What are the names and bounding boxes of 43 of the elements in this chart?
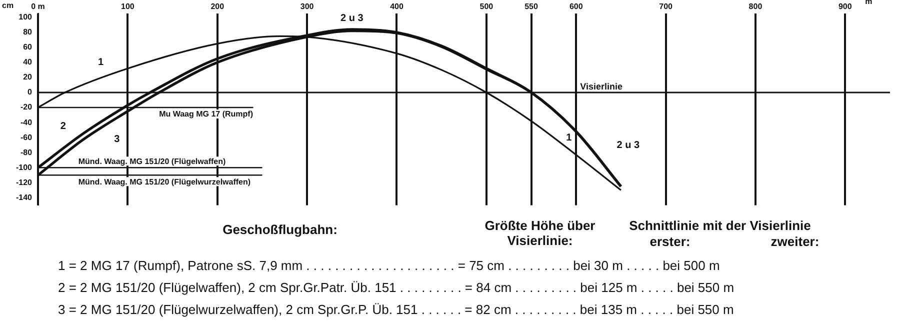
text: erster: [648,234,692,249]
y-tick-label: -40 [20,118,33,127]
text: Größte Höhe über Visierlinie: [484,218,596,248]
text: Schnittlinie mit der Visierlinie [628,218,812,233]
series-label: Mu Waag MG 17 (Rumpf) [159,110,254,119]
x-tick-label: 550 [524,2,538,12]
y-axis-title: cm [2,0,14,10]
x-tick-label: 400 [390,2,404,12]
x-tick-label: 700 [659,2,674,12]
y-tick-label: -140 [16,192,33,202]
x-tick-label: 900 [838,2,852,12]
x-tick-label: 600 [569,2,584,12]
annotation: 2 [60,121,66,132]
y-tick-label: 20 [23,72,33,82]
annotation: 2 u 3 [340,12,364,24]
text: zweiter: [770,234,820,249]
y-tick-label: -60 [20,132,33,142]
y-tick-label: -100 [16,162,33,172]
series-label: Münd. Waag. MG 151/20 (Flügelwaffen) [78,156,226,166]
y-tick-label: -20 [20,102,33,112]
y-tick-label: -120 [16,178,33,187]
y-tick-label: 40 [23,58,33,67]
x-tick-label: 300 [300,2,314,12]
text: 3 = 2 MG 151/20 (Flügelwurzelwaffen), 2 cm Spr.Gr.P. Üb. 151 . . . . . . = 82 cm . . . . . . . . . bei 135 m . . . . . bei 550 m [58,302,734,317]
y-tick-label: 0 [28,88,33,97]
annotation: 2 u 3 [616,140,640,151]
x-tick-label: 500 [480,2,494,12]
series-label: Münd. Waag. MG 151/20 (Flügelwurzelwaffen) [78,177,251,186]
x-tick-label: 800 [748,2,763,12]
y-tick-label: -80 [20,148,33,157]
annotation: 3 [114,134,120,145]
x-tick-label: 0 m [31,2,45,12]
annotation: 1 [98,57,104,68]
y-tick-label: 100 [18,12,33,22]
text: Geschoßflugbahn: [222,222,338,237]
ref-line-label: Visierlinie [580,81,622,92]
annotation: 1 [566,132,572,144]
text: 1 = 2 MG 17 (Rumpf), Patrone sS. 7,9 mm . . . . . . . . . . . . . . . . . . . . . = 75 cm . . . . . . . . . bei 30 m . . . . . bei 500 m [58,258,720,273]
x-tick-label: 200 [210,2,225,12]
y-tick-label: 60 [23,42,33,52]
x-tick-label: 100 [121,2,135,12]
y-tick-label: 80 [23,28,33,37]
text: 2 = 2 MG 151/20 (Flügelwaffen), 2 cm Spr.Gr.Patr. Üb. 151 . . . . . . . . . = 84 cm . . . . . . . . . bei 125 m . . . . . bei 550 m [58,280,734,295]
